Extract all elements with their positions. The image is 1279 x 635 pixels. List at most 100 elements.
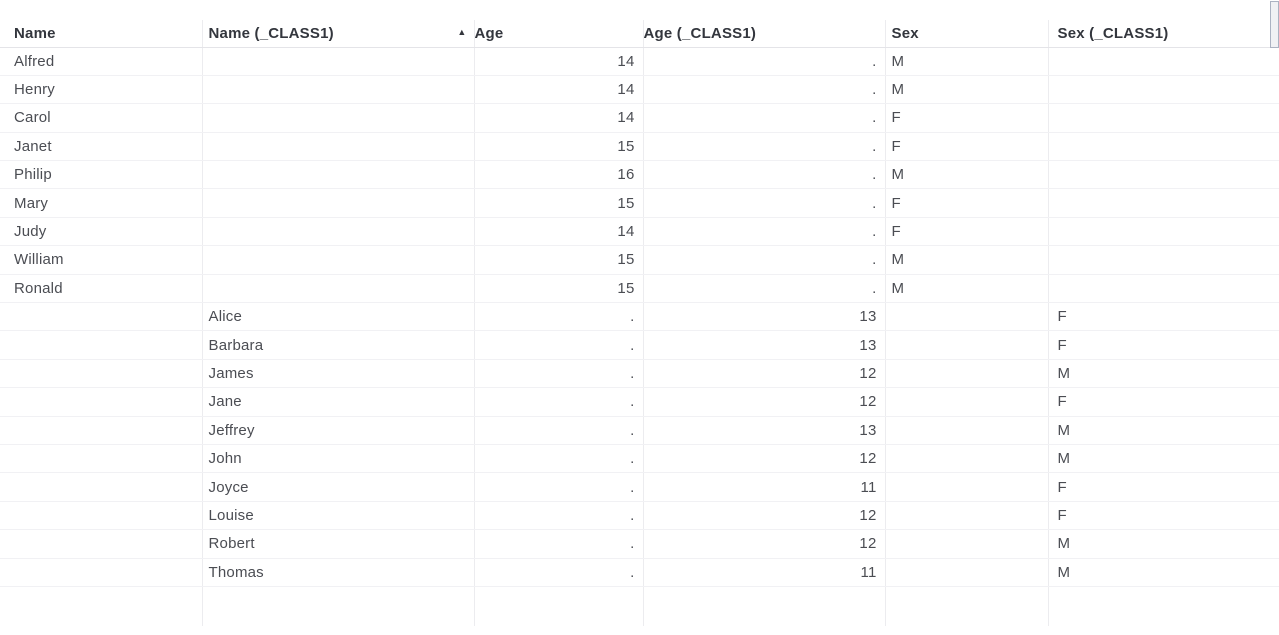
cell-sex[interactable]: M <box>884 245 1048 275</box>
cell-name-class1[interactable] <box>201 188 474 218</box>
table-row[interactable]: Carol 14 . F <box>0 103 1279 133</box>
cell-age-class1[interactable]: 11 <box>642 558 885 587</box>
cell-sex[interactable]: F <box>884 132 1048 162</box>
cell-sex-class1[interactable] <box>1047 132 1279 162</box>
cell-age[interactable]: . <box>473 387 643 417</box>
cell-sex-class1[interactable]: M <box>1047 416 1279 445</box>
cell-name[interactable] <box>0 444 202 474</box>
table-row[interactable]: Robert . 12 M <box>0 529 1279 559</box>
vertical-scrollbar-thumb[interactable] <box>1270 1 1279 48</box>
table-row[interactable]: Alice . 13 F <box>0 302 1279 332</box>
cell-sex[interactable]: F <box>884 103 1048 133</box>
cell-name[interactable]: Carol <box>0 103 202 133</box>
cell-age[interactable]: . <box>473 529 643 559</box>
table-row[interactable]: Ronald 15 . M <box>0 274 1279 304</box>
column-header-sex[interactable]: Sex <box>884 20 1048 48</box>
table-row[interactable]: Henry 14 . M <box>0 75 1279 105</box>
cell-sex-class1[interactable]: F <box>1047 501 1279 531</box>
cell-name-class1[interactable] <box>201 75 474 105</box>
cell-sex[interactable] <box>884 558 1048 587</box>
cell-age-class1[interactable]: 13 <box>642 330 885 360</box>
cell-sex-class1[interactable] <box>1047 274 1279 304</box>
cell-sex-class1[interactable]: M <box>1047 529 1279 559</box>
cell-name-class1[interactable] <box>201 132 474 162</box>
cell-age[interactable]: . <box>473 416 643 445</box>
cell-name-class1[interactable] <box>201 245 474 275</box>
cell-name-class1[interactable] <box>201 103 474 133</box>
cell-name[interactable]: Judy <box>0 217 202 247</box>
cell-age-class1[interactable]: . <box>642 245 885 275</box>
cell-age-class1[interactable]: 13 <box>642 416 885 445</box>
cell-sex-class1[interactable] <box>1047 103 1279 133</box>
cell-name-class1[interactable]: Barbara <box>201 330 474 360</box>
cell-name[interactable]: Philip <box>0 160 202 190</box>
cell-age[interactable]: 15 <box>473 132 643 162</box>
cell-sex[interactable] <box>884 472 1048 502</box>
cell-sex-class1[interactable] <box>1047 160 1279 190</box>
cell-sex-class1[interactable] <box>1047 188 1279 218</box>
cell-age-class1[interactable]: 12 <box>642 501 885 531</box>
cell-age[interactable]: 14 <box>473 103 643 133</box>
cell-age-class1[interactable]: . <box>642 132 885 162</box>
table-row[interactable]: Alfred 14 . M <box>0 47 1279 76</box>
cell-sex[interactable] <box>884 529 1048 559</box>
cell-age[interactable]: . <box>473 444 643 474</box>
cell-name-class1[interactable]: Joyce <box>201 472 474 502</box>
cell-age-class1[interactable]: 13 <box>642 302 885 332</box>
cell-sex-class1[interactable]: M <box>1047 359 1279 389</box>
cell-name-class1[interactable] <box>201 160 474 190</box>
cell-age[interactable]: . <box>473 302 643 332</box>
cell-sex-class1[interactable]: F <box>1047 387 1279 417</box>
cell-name[interactable] <box>0 330 202 360</box>
cell-name-class1[interactable] <box>201 217 474 247</box>
cell-age-class1[interactable]: . <box>642 47 885 76</box>
cell-name-class1[interactable]: Jane <box>201 387 474 417</box>
table-row[interactable]: Philip 16 . M <box>0 160 1279 190</box>
cell-sex[interactable]: M <box>884 47 1048 76</box>
table-row[interactable]: Mary 15 . F <box>0 188 1279 218</box>
cell-age-class1[interactable]: 12 <box>642 387 885 417</box>
cell-name-class1[interactable] <box>201 47 474 76</box>
cell-age-class1[interactable]: . <box>642 217 885 247</box>
cell-sex[interactable]: F <box>884 217 1048 247</box>
cell-age[interactable]: . <box>473 472 643 502</box>
cell-age[interactable]: 15 <box>473 245 643 275</box>
cell-age-class1[interactable]: . <box>642 188 885 218</box>
cell-age[interactable]: 16 <box>473 160 643 190</box>
cell-sex[interactable] <box>884 359 1048 389</box>
cell-name-class1[interactable]: Robert <box>201 529 474 559</box>
cell-name[interactable]: Henry <box>0 75 202 105</box>
column-header-sex-class1[interactable]: Sex (_CLASS1) <box>1047 20 1279 48</box>
cell-sex[interactable]: M <box>884 160 1048 190</box>
cell-name[interactable] <box>0 558 202 587</box>
cell-age-class1[interactable]: . <box>642 274 885 304</box>
cell-age[interactable]: 14 <box>473 217 643 247</box>
cell-name-class1[interactable]: Jeffrey <box>201 416 474 445</box>
cell-age[interactable]: . <box>473 359 643 389</box>
table-row[interactable]: Thomas . 11 M <box>0 558 1279 587</box>
cell-age[interactable]: 14 <box>473 47 643 76</box>
cell-name[interactable] <box>0 472 202 502</box>
table-row[interactable]: Barbara . 13 F <box>0 330 1279 360</box>
cell-name-class1[interactable]: Thomas <box>201 558 474 587</box>
cell-name[interactable]: William <box>0 245 202 275</box>
cell-name[interactable] <box>0 387 202 417</box>
cell-age-class1[interactable]: . <box>642 75 885 105</box>
cell-sex[interactable]: M <box>884 274 1048 304</box>
table-row[interactable]: John . 12 M <box>0 444 1279 474</box>
table-row[interactable]: Judy 14 . F <box>0 217 1279 247</box>
cell-sex[interactable] <box>884 444 1048 474</box>
cell-name-class1[interactable]: Louise <box>201 501 474 531</box>
cell-age[interactable]: 15 <box>473 188 643 218</box>
cell-sex-class1[interactable] <box>1047 245 1279 275</box>
cell-age[interactable]: . <box>473 558 643 587</box>
cell-sex-class1[interactable]: F <box>1047 472 1279 502</box>
cell-name[interactable]: Janet <box>0 132 202 162</box>
cell-age-class1[interactable]: 11 <box>642 472 885 502</box>
cell-age[interactable]: 15 <box>473 274 643 304</box>
cell-age-class1[interactable]: 12 <box>642 444 885 474</box>
cell-age[interactable]: . <box>473 501 643 531</box>
cell-name-class1[interactable]: John <box>201 444 474 474</box>
cell-sex-class1[interactable]: F <box>1047 330 1279 360</box>
cell-name[interactable] <box>0 302 202 332</box>
